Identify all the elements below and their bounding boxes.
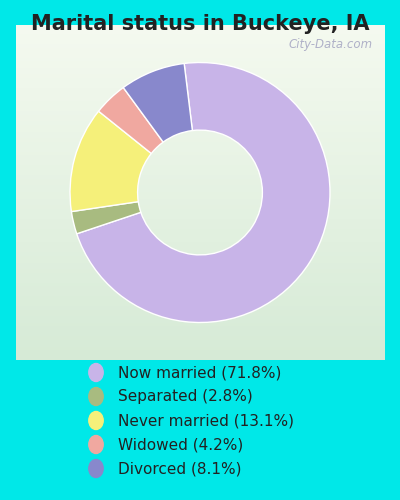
Text: Separated (2.8%): Separated (2.8%): [118, 389, 253, 404]
Text: Divorced (8.1%): Divorced (8.1%): [118, 461, 242, 476]
Wedge shape: [77, 62, 330, 322]
Text: Never married (13.1%): Never married (13.1%): [118, 413, 294, 428]
Wedge shape: [70, 111, 151, 212]
Text: City-Data.com: City-Data.com: [289, 38, 373, 52]
Text: Now married (71.8%): Now married (71.8%): [118, 365, 281, 380]
Text: Marital status in Buckeye, IA: Marital status in Buckeye, IA: [31, 14, 369, 34]
Wedge shape: [72, 202, 141, 234]
Text: Widowed (4.2%): Widowed (4.2%): [118, 437, 243, 452]
Wedge shape: [123, 64, 192, 142]
Wedge shape: [98, 88, 163, 154]
